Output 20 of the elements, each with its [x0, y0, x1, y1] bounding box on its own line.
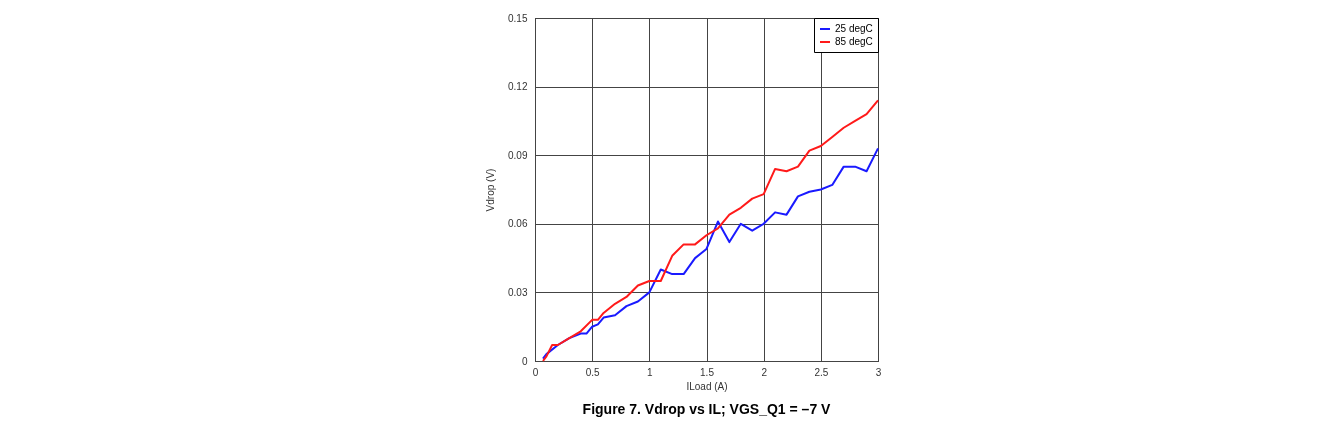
y-tick-label: 0.15 — [508, 12, 528, 24]
y-tick-label: 0.12 — [508, 81, 528, 93]
text: Figure 7. Vdrop vs IL; VGS_Q1 = –7 V — [582, 401, 832, 417]
x-tick-label: 2 — [761, 366, 768, 378]
y-tick-label: 0.03 — [508, 286, 528, 298]
x-tick-label: 1.5 — [700, 366, 715, 378]
legend-label: 85 degC — [835, 36, 873, 47]
y-tick-label: 0 — [521, 355, 528, 367]
x-axis-title: ILoad (A) — [686, 380, 728, 392]
y-tick-label: 0.09 — [508, 149, 528, 161]
x-tick-label: 2.5 — [814, 366, 829, 378]
x-tick-label: 0.5 — [585, 366, 601, 378]
line-series — [542, 99, 879, 362]
legend-label: 25 degC — [835, 23, 873, 34]
x-tick-label: 0 — [532, 366, 539, 378]
x-tick-label: 1 — [647, 366, 654, 378]
y-axis-title: Vdrop (V) — [485, 168, 497, 212]
x-tick-label: 3 — [875, 366, 882, 378]
y-tick-label: 0.06 — [508, 218, 528, 230]
line-series — [542, 147, 879, 360]
